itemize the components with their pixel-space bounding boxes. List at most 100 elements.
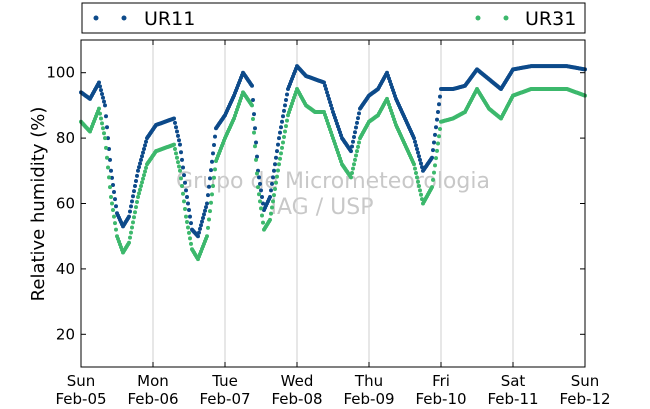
data-point xyxy=(135,200,139,205)
data-point xyxy=(276,142,280,147)
data-point xyxy=(279,125,283,130)
data-point xyxy=(104,114,108,119)
legend-marker-ur31 xyxy=(475,15,481,21)
data-point xyxy=(352,162,356,167)
data-point xyxy=(329,103,333,108)
data-point xyxy=(209,200,213,205)
data-point xyxy=(184,188,188,193)
data-point xyxy=(185,220,189,225)
data-point xyxy=(180,184,184,189)
data-point xyxy=(437,134,441,139)
data-point xyxy=(350,144,354,149)
legend-frame xyxy=(81,2,586,34)
data-point xyxy=(184,214,188,219)
data-point xyxy=(110,201,114,206)
data-point xyxy=(172,116,176,121)
watermark-line-1: Grupo de Micrometeorologia xyxy=(176,169,490,194)
data-point xyxy=(105,155,109,160)
data-point xyxy=(103,103,107,108)
data-point xyxy=(178,142,182,147)
x-tick-label-date: Feb-09 xyxy=(343,390,394,408)
data-point xyxy=(135,173,139,178)
data-point xyxy=(416,179,420,184)
data-point xyxy=(143,143,147,148)
data-point xyxy=(259,206,263,211)
y-tick-label: 40 xyxy=(56,260,75,278)
data-point xyxy=(110,175,114,180)
data-point xyxy=(127,240,131,245)
data-point xyxy=(326,93,330,98)
data-point xyxy=(418,188,422,193)
data-point xyxy=(419,192,423,197)
data-point xyxy=(142,173,146,178)
data-point xyxy=(99,116,103,121)
x-tick-label-day: Sun xyxy=(67,372,96,390)
data-point xyxy=(210,192,214,197)
data-point xyxy=(206,193,210,198)
data-point xyxy=(284,97,288,102)
data-point xyxy=(183,180,187,185)
data-point xyxy=(132,215,136,220)
data-point xyxy=(322,80,326,85)
data-point xyxy=(324,87,328,92)
data-point xyxy=(107,175,111,180)
data-point xyxy=(108,185,112,190)
data-point xyxy=(197,230,201,235)
data-point xyxy=(201,216,205,221)
data-point xyxy=(438,127,442,132)
data-point xyxy=(210,159,214,164)
data-point xyxy=(207,184,211,189)
data-point xyxy=(213,134,217,139)
data-point xyxy=(271,199,275,204)
data-point xyxy=(98,111,102,116)
data-point xyxy=(202,212,206,217)
x-tick-label-date: Feb-06 xyxy=(127,390,178,408)
data-point xyxy=(196,234,200,239)
data-point xyxy=(274,155,278,160)
data-point xyxy=(211,184,215,189)
data-point xyxy=(106,165,110,170)
data-point xyxy=(417,154,421,159)
data-point xyxy=(132,189,136,194)
data-point xyxy=(144,165,148,170)
data-point xyxy=(208,209,212,214)
data-point xyxy=(268,194,272,199)
y-tick-label: 100 xyxy=(46,64,75,82)
data-point xyxy=(283,129,287,134)
data-point xyxy=(253,126,257,131)
x-tick-label-date: Feb-10 xyxy=(415,390,466,408)
data-point xyxy=(114,227,118,232)
data-point xyxy=(417,184,421,189)
data-point xyxy=(189,241,193,246)
data-point xyxy=(350,170,354,175)
data-point xyxy=(186,225,190,230)
data-point xyxy=(183,206,187,211)
data-point xyxy=(434,156,438,161)
data-point xyxy=(175,155,179,160)
data-point xyxy=(136,168,140,173)
data-point xyxy=(140,180,144,185)
data-point xyxy=(107,147,111,151)
data-point xyxy=(97,106,101,111)
data-point xyxy=(114,204,118,209)
data-point xyxy=(254,140,258,145)
data-point xyxy=(280,119,284,124)
data-point xyxy=(101,126,105,131)
data-point xyxy=(143,169,147,174)
data-point xyxy=(113,221,117,226)
data-point xyxy=(181,191,185,196)
data-point xyxy=(251,117,255,122)
data-point xyxy=(134,205,138,210)
legend-label-ur31: UR31 xyxy=(525,8,576,30)
legend-marker-ur11 xyxy=(93,15,99,21)
data-point xyxy=(258,199,262,204)
data-point xyxy=(142,147,146,151)
data-point xyxy=(270,205,274,210)
x-tick-label-day: Fri xyxy=(432,372,450,390)
data-point xyxy=(179,176,183,181)
data-point xyxy=(258,181,262,186)
data-point xyxy=(102,131,106,136)
data-point xyxy=(418,157,422,162)
data-point xyxy=(204,205,208,210)
